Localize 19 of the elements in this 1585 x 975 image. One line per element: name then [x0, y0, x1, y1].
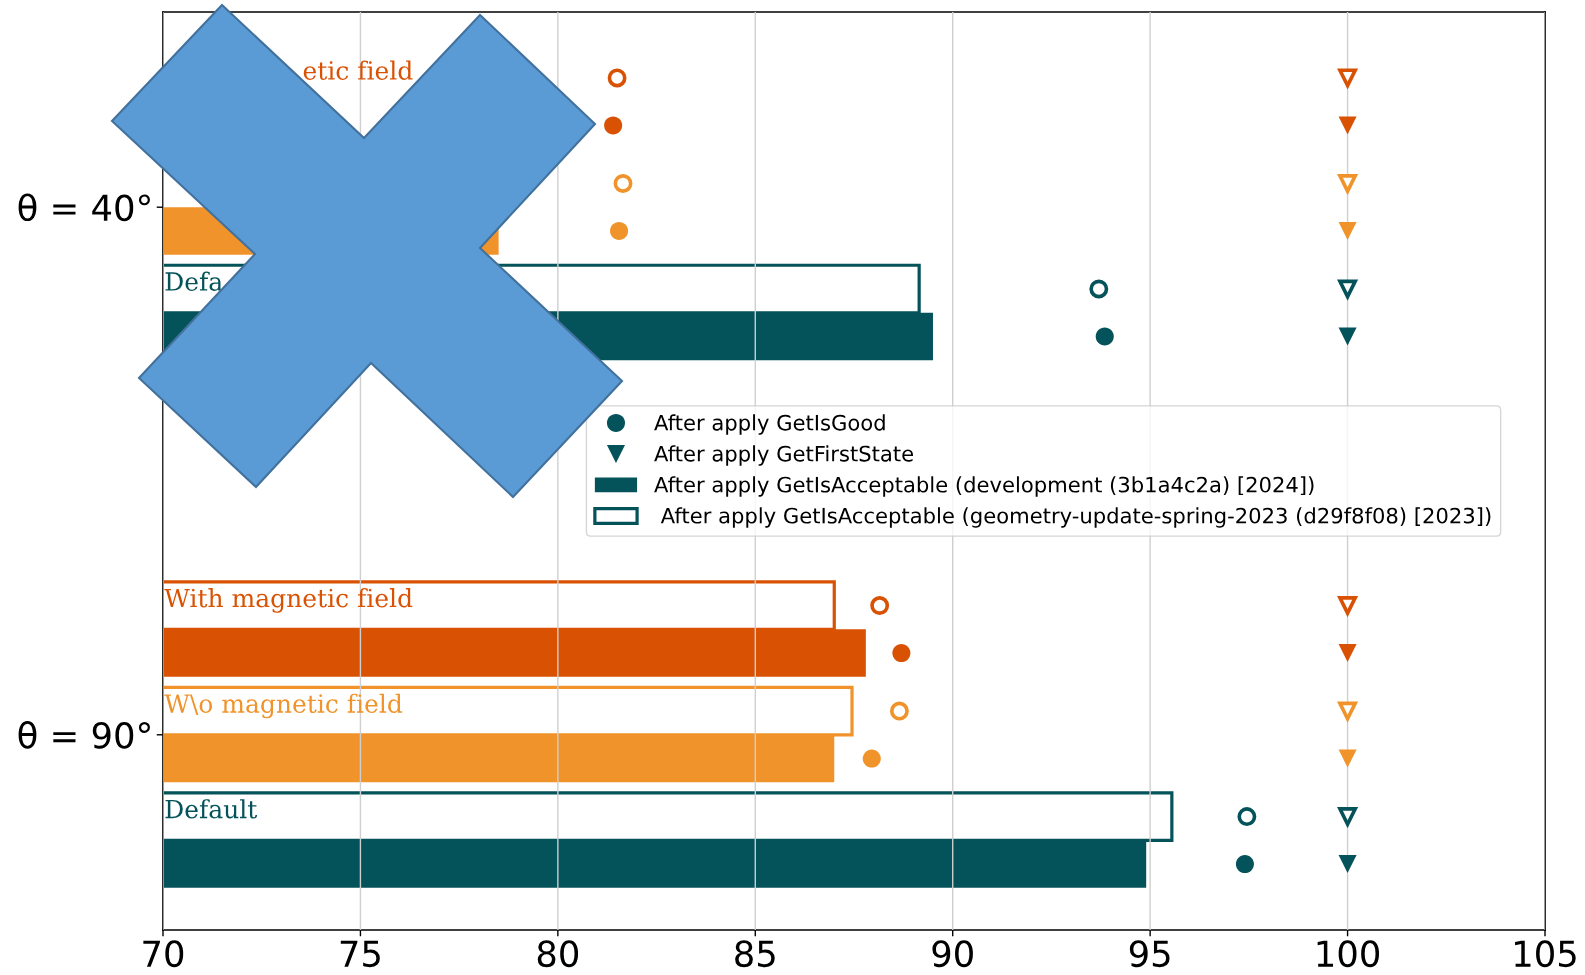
x-tick-label: 70 [143, 940, 184, 968]
x-tick-label: 100 [1317, 940, 1380, 968]
y-tick-label: θ = 40° [18, 193, 150, 222]
data-label: W\o magnetic field [164, 693, 403, 719]
data-label: Defa [165, 271, 223, 291]
x-tick-label: 90 [932, 940, 973, 968]
annotation: etic field [303, 60, 413, 80]
x-tick-label: 95 [1129, 940, 1170, 968]
legend-label: After apply GetIsGood [654, 414, 885, 435]
x-tick-label: 85 [735, 940, 775, 968]
data-label: Default [165, 799, 258, 819]
x-tick-label: 105 [1515, 940, 1576, 968]
data-label: With magnetic field [164, 588, 413, 613]
legend-label: After apply GetIsAcceptable (development (3b1a4c2a) [2024]) [654, 476, 1314, 497]
x-tick-label: 75 [340, 940, 380, 968]
x-tick-label: 80 [537, 940, 579, 968]
legend-label: After apply GetFirstState [654, 445, 913, 466]
y-tick-label: θ = 90° [18, 721, 150, 749]
legend-label: After apply GetIsAcceptable (geometry-update-spring-2023 (d29f8f08) [2023]) [660, 507, 1491, 528]
